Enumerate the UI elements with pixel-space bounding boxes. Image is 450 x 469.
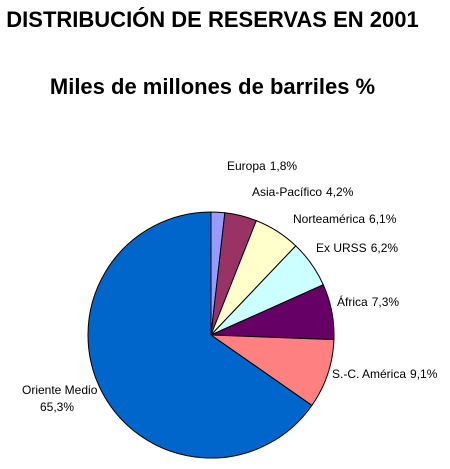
category-label: Asia-Pacífico [252, 185, 322, 199]
value-label: 6,1% [369, 212, 397, 226]
chart-subtitle: Miles de millones de barriles % [49, 74, 376, 99]
category-label: Oriente Medio [22, 383, 98, 397]
value-label: 7,3% [372, 295, 400, 309]
value-label: 65,3% [40, 400, 74, 414]
category-label: Europa [227, 159, 266, 173]
pie-slice [87, 211, 313, 459]
data-label: Oriente Medio 65,3% [22, 383, 98, 414]
value-label: 4,2% [326, 185, 354, 199]
value-label: 9,1% [410, 367, 438, 381]
category-label: Norteamérica [293, 212, 365, 226]
data-label: Norteamérica 6,1% [293, 212, 397, 226]
category-label: S.-C. América [332, 367, 406, 381]
category-label: África [337, 294, 368, 309]
data-label: Ex URSS 6,2% [316, 241, 398, 255]
data-label: África 7,3% [337, 294, 399, 309]
value-label: 6,2% [371, 241, 399, 255]
data-label: S.-C. América 9,1% [332, 367, 438, 381]
data-label: Europa 1,8% [227, 159, 297, 173]
value-label: 1,8% [270, 159, 298, 173]
category-label: Ex URSS [316, 241, 367, 255]
data-label: Asia-Pacífico 4,2% [252, 185, 354, 199]
chart-title: DISTRIBUCIÓN DE RESERVAS EN 2001 [6, 7, 419, 32]
